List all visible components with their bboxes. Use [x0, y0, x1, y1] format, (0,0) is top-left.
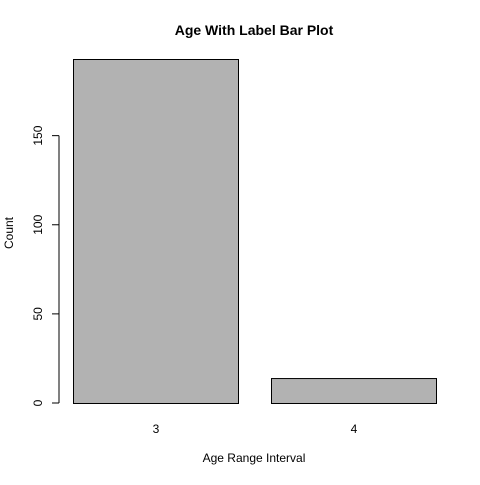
y-axis-label: Count: [2, 216, 16, 249]
y-tick-label: 100: [31, 214, 45, 234]
chart-title: Age With Label Bar Plot: [175, 22, 334, 38]
bar-4: [271, 378, 437, 404]
x-tick-label: 3: [153, 422, 160, 436]
x-tick-label: 4: [351, 422, 358, 436]
bars-group: [73, 59, 437, 404]
x-axis-label: Age Range Interval: [203, 451, 306, 465]
y-axis: 0 50 100 150: [31, 125, 60, 406]
y-tick-label: 150: [31, 125, 45, 145]
bar-3: [73, 59, 239, 404]
y-tick-label: 0: [31, 399, 45, 406]
y-tick-label: 50: [31, 307, 45, 321]
